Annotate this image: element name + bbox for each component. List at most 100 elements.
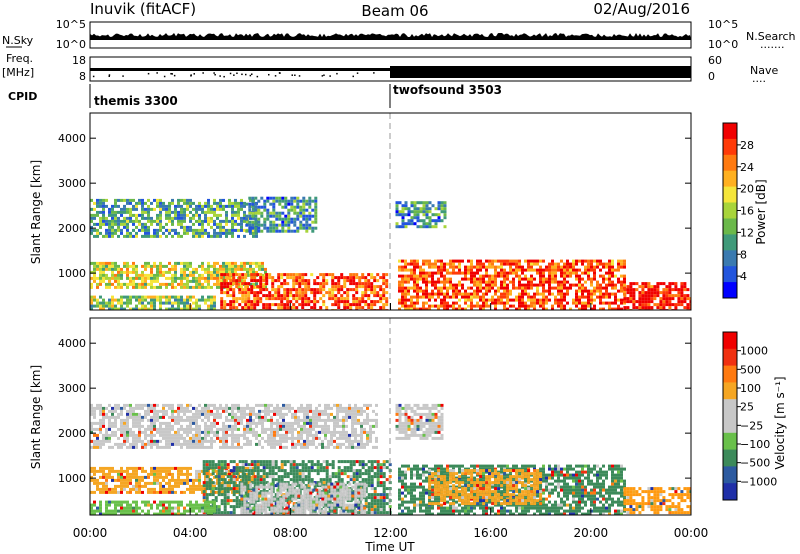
- echo-cell: [150, 207, 153, 211]
- echo-cell: [252, 433, 255, 437]
- echo-cell: [108, 466, 111, 470]
- echo-cell: [437, 436, 441, 440]
- echo-cell: [177, 484, 180, 488]
- echo-cell: [159, 270, 162, 274]
- echo-cell: [324, 406, 327, 410]
- echo-cell: [183, 267, 186, 271]
- echo-cell: [321, 439, 324, 443]
- echo-cell: [560, 280, 563, 284]
- echo-cell: [488, 298, 491, 302]
- echo-cell: [425, 277, 428, 281]
- echo-cell: [96, 439, 99, 443]
- echo-cell: [273, 433, 276, 437]
- echo-cell: [382, 303, 386, 307]
- echo-cell: [186, 225, 189, 229]
- echo-cell: [337, 282, 341, 286]
- echo-cell: [291, 433, 294, 437]
- echo-cell: [174, 213, 177, 217]
- echo-cell: [316, 484, 320, 488]
- echo-cell: [219, 270, 222, 274]
- echo-cell: [105, 472, 108, 476]
- echo-cell: [608, 307, 611, 310]
- echo-cell: [135, 424, 138, 428]
- echo-cell: [235, 502, 239, 506]
- echo-cell: [255, 430, 258, 434]
- echo-cell: [186, 264, 189, 268]
- echo-cell: [319, 469, 323, 473]
- echo-cell: [102, 436, 105, 440]
- echo-cell: [235, 285, 239, 289]
- echo-cell: [132, 285, 135, 289]
- echo-cell: [407, 210, 411, 214]
- echo-cell: [422, 280, 425, 284]
- echo-cell: [354, 445, 357, 449]
- echo-cell: [147, 472, 150, 476]
- echo-cell: [554, 286, 557, 290]
- echo-cell: [292, 475, 296, 479]
- echo-cell: [271, 285, 275, 289]
- echo-cell: [135, 439, 138, 443]
- echo-cell: [153, 475, 156, 479]
- echo-cell: [614, 274, 617, 278]
- echo-cell: [524, 259, 527, 263]
- echo-cell: [123, 442, 126, 446]
- echo-cell: [428, 424, 432, 428]
- echo-cell: [129, 234, 132, 238]
- echo-cell: [226, 285, 230, 289]
- echo-cell: [366, 415, 369, 419]
- echo-cell: [241, 475, 245, 479]
- echo-cell: [270, 424, 273, 428]
- echo-cell: [114, 264, 117, 268]
- echo-cell: [223, 511, 227, 515]
- echo-cell: [301, 466, 305, 470]
- echo-cell: [120, 430, 123, 434]
- echo-cell: [177, 478, 180, 482]
- echo-cell: [204, 403, 207, 407]
- echo-cell: [162, 301, 165, 305]
- echo-cell: [168, 307, 171, 310]
- echo-cell: [321, 424, 324, 428]
- echo-cell: [422, 225, 426, 229]
- echo-cell: [440, 219, 444, 223]
- echo-cell: [276, 430, 279, 434]
- echo-cell: [369, 418, 372, 422]
- echo-cell: [608, 259, 611, 263]
- echo-cell: [219, 439, 222, 443]
- echo-cell: [165, 490, 168, 494]
- echo-cell: [253, 291, 257, 295]
- echo-cell: [407, 406, 411, 410]
- echo-cell: [210, 298, 213, 302]
- echo-cell: [207, 427, 210, 431]
- echo-cell: [268, 508, 272, 512]
- echo-cell: [431, 412, 435, 416]
- echo-cell: [267, 427, 270, 431]
- echo-cell: [247, 300, 251, 304]
- echo-cell: [165, 430, 168, 434]
- echo-cell: [90, 421, 93, 425]
- echo-cell: [162, 415, 165, 419]
- echo-cell: [494, 274, 497, 278]
- echo-cell: [352, 273, 356, 277]
- echo-cell: [111, 421, 114, 425]
- echo-cell: [479, 283, 482, 287]
- echo-cell: [449, 286, 452, 290]
- echo-cell: [316, 282, 320, 286]
- echo-cell: [425, 292, 428, 296]
- echo-cell: [210, 219, 213, 223]
- echo-cell: [126, 424, 129, 428]
- echo-cell: [180, 267, 183, 271]
- echo-cell: [500, 280, 503, 284]
- nsearch-tick-top: 10^5: [708, 18, 738, 31]
- echo-cell: [599, 274, 602, 278]
- echo-cell: [278, 217, 282, 221]
- echo-cell: [117, 267, 120, 271]
- echo-cell: [530, 280, 533, 284]
- echo-cell: [186, 279, 189, 283]
- echo-cell: [225, 276, 228, 280]
- echo-cell: [147, 261, 150, 265]
- echo-cell: [262, 306, 266, 310]
- echo-cell: [123, 307, 126, 310]
- echo-cell: [321, 418, 324, 422]
- echo-cell: [144, 415, 147, 419]
- echo-cell: [232, 493, 236, 497]
